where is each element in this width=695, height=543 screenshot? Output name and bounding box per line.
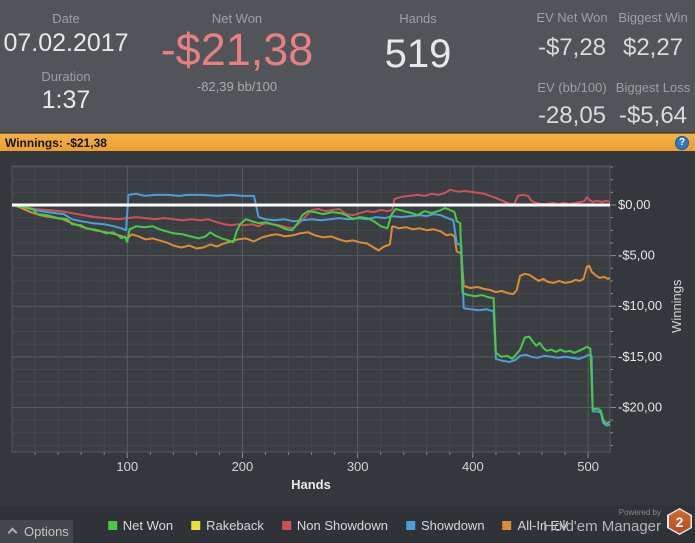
- graph-footer-bar: Net Won Rakeback Non Showdown Showdown All-I…: [0, 505, 695, 543]
- legend-swatch-icon: [107, 521, 117, 530]
- legend-item-rakeback[interactable]: Rakeback: [191, 518, 264, 533]
- hm2-badge-number: 2: [668, 509, 691, 534]
- y-tick-label: -$5,00: [618, 248, 655, 263]
- winnings-graph: 100 200 300 400 500 $0,00 -$5,00 -$10,00 -$15,00…: [0, 151, 695, 505]
- legend-swatch-icon: [281, 521, 291, 530]
- ev-net-won-label: EV Net Won: [536, 10, 608, 25]
- y-axis-title: Winnings: [669, 279, 684, 333]
- y-tick-label: -$15,00: [618, 349, 662, 364]
- hm2-badge-icon: 2: [667, 508, 692, 535]
- biggest-win-label: Biggest Win: [618, 10, 688, 25]
- series-line-showdown: [13, 192, 611, 427]
- legend-label: Net Won: [122, 518, 174, 533]
- legend-item-showdown[interactable]: Showdown: [405, 518, 485, 533]
- legend-item-net-won[interactable]: Net Won: [107, 518, 174, 533]
- session-stats-header: Date 07.02.2017 Duration 1:37 Net Won -$…: [0, 0, 695, 133]
- duration-label: Duration: [41, 69, 91, 84]
- biggest-loss-value: -$5,64: [618, 102, 688, 129]
- legend-label: Showdown: [420, 518, 485, 533]
- x-tick-label: 500: [577, 459, 599, 474]
- legend-item-all-in-ev[interactable]: All-In EV: [502, 518, 569, 533]
- help-icon[interactable]: ?: [675, 136, 689, 150]
- series-line-all-in-ev: [12, 204, 611, 296]
- ev-net-won-value: -$7,28: [537, 34, 607, 61]
- duration-value: 1:37: [41, 86, 91, 114]
- net-won-panel: Net Won -$21,38 -82,39 bb/100: [132, 0, 342, 94]
- legend-label: All-In EV: [517, 518, 569, 533]
- brand-texts: Powered by Hold'em Manager: [543, 508, 661, 535]
- series-line-net-won: [12, 204, 611, 425]
- plot-border: [11, 165, 611, 453]
- powered-by-text: Powered by: [618, 508, 661, 517]
- winnings-section-title: Winnings: -$21,38: [5, 135, 107, 150]
- hands-label: Hands: [399, 11, 437, 26]
- date-label: Date: [52, 11, 80, 26]
- brand-logo: Powered by Hold'em Manager 2: [543, 508, 692, 535]
- x-tick-label: 300: [347, 459, 369, 474]
- date-duration-panel: Date 07.02.2017 Duration 1:37: [0, 0, 132, 115]
- net-won-value: -$21,38: [160, 24, 314, 75]
- x-tick-label: 200: [232, 459, 254, 474]
- x-tick-label: 400: [462, 459, 484, 474]
- hands-value: 519: [384, 32, 452, 76]
- ev-stats-panel: EV Net Won Biggest Win -$7,28 $2,27 EV (…: [531, 0, 693, 130]
- graph-legend: Net Won Rakeback Non Showdown Showdown All-I…: [99, 518, 577, 533]
- legend-swatch-icon: [191, 521, 201, 530]
- ev-bb100-value: -28,05: [537, 102, 607, 129]
- y-tick-label: -$10,00: [618, 298, 662, 313]
- winnings-section-bar[interactable]: Winnings: -$21,38 ?: [0, 133, 695, 151]
- graph-canvas[interactable]: 100 200 300 400 500 $0,00 -$5,00 -$10,00 -$15,00…: [0, 151, 695, 505]
- hands-panel: Hands 519: [348, 0, 488, 74]
- options-button-label: Options: [24, 524, 69, 539]
- options-button[interactable]: Options: [0, 520, 73, 543]
- legend-item-non-showdown[interactable]: Non Showdown: [281, 518, 388, 533]
- x-axis-title: Hands: [291, 477, 331, 492]
- net-won-label: Net Won: [211, 11, 263, 26]
- biggest-win-value: $2,27: [622, 34, 684, 61]
- chevron-up-icon: [7, 527, 18, 538]
- net-won-bb100: -82,39 bb/100: [196, 79, 278, 94]
- legend-label: Rakeback: [206, 518, 264, 533]
- biggest-loss-label: Biggest Loss: [615, 80, 691, 95]
- legend-swatch-icon: [502, 521, 512, 530]
- plot-area[interactable]: [12, 166, 610, 452]
- legend-label: Non Showdown: [296, 518, 388, 533]
- y-tick-label: $0,00: [618, 197, 651, 212]
- x-tick-label: 100: [116, 459, 138, 474]
- ev-bb100-label: EV (bb/100): [537, 80, 607, 95]
- brand-name-text: Hold'em Manager: [543, 518, 661, 535]
- legend-swatch-icon: [405, 521, 415, 530]
- date-value: 07.02.2017: [3, 29, 129, 57]
- y-tick-label: -$20,00: [618, 399, 662, 414]
